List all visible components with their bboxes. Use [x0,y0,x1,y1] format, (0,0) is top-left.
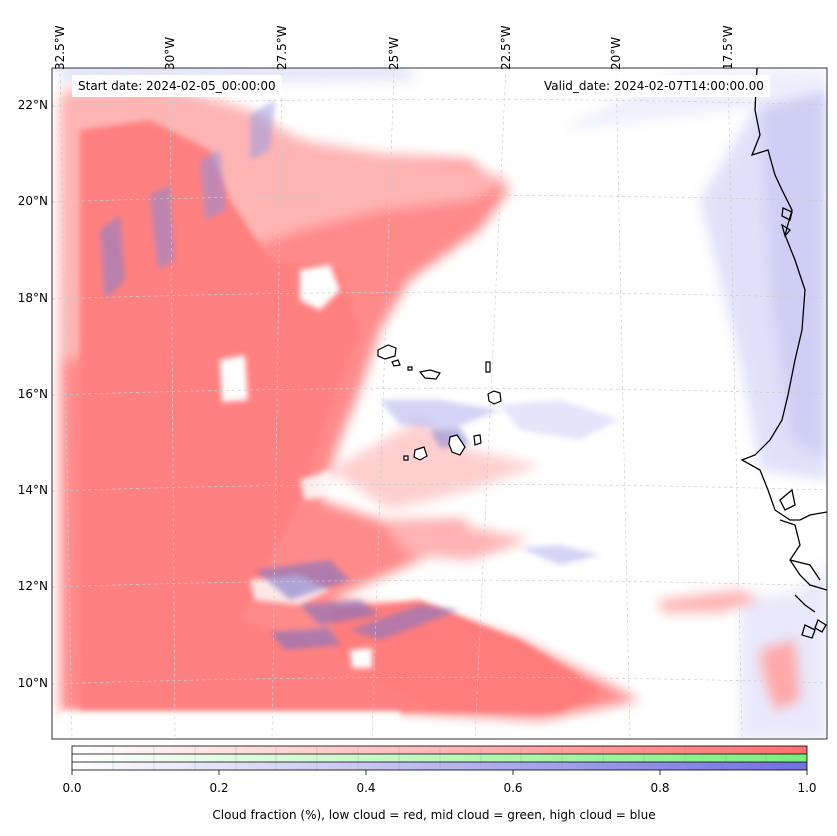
lat-label-10n: 10°N [17,676,48,690]
valid-date-label: Valid_date: 2024-02-07T14:00:00.00 [538,75,770,97]
colorbar-low-cloud [72,746,807,754]
colorbar [71,745,808,775]
lat-label-18n: 18°N [17,291,48,305]
colorbar-tick-5: 1.0 [797,781,817,795]
map-frame [51,67,828,740]
cape-verde-islands [377,344,502,461]
colorbar-tick-4: 0.8 [650,781,670,795]
lon-label-32.5w: 32.5°W [53,25,67,70]
lon-label-22.5w: 22.5°W [499,25,513,70]
colorbar-tick-1: 0.2 [209,781,229,795]
high-cloud-streaks [100,100,620,650]
colorbar-caption: Cloud fraction (%), low cloud = red, mid… [212,808,656,822]
start-date-label: Start date: 2024-02-05_00:00:00 [72,75,282,97]
colorbar-tick-3: 0.6 [503,781,523,795]
colorbar-tick-2: 0.4 [356,781,376,795]
map-gridlines [52,68,827,739]
lon-label-27.5w: 27.5°W [275,25,289,70]
lat-label-12n: 12°N [17,579,48,593]
colorbar-mid-cloud [72,754,807,762]
lat-label-20n: 20°N [17,194,48,208]
lon-label-25w: 25°W [387,36,401,70]
lat-label-16n: 16°N [17,387,48,401]
colorbar-tick-0: 0.0 [62,781,82,795]
lon-label-30w: 30°W [163,36,177,70]
lon-label-17.5w: 17.5°W [721,25,735,70]
lat-label-14n: 14°N [17,483,48,497]
coastline [740,68,827,639]
lat-label-22n: 22°N [17,98,48,112]
colorbar-high-cloud [72,762,807,770]
lon-label-20w: 20°W [609,36,623,70]
